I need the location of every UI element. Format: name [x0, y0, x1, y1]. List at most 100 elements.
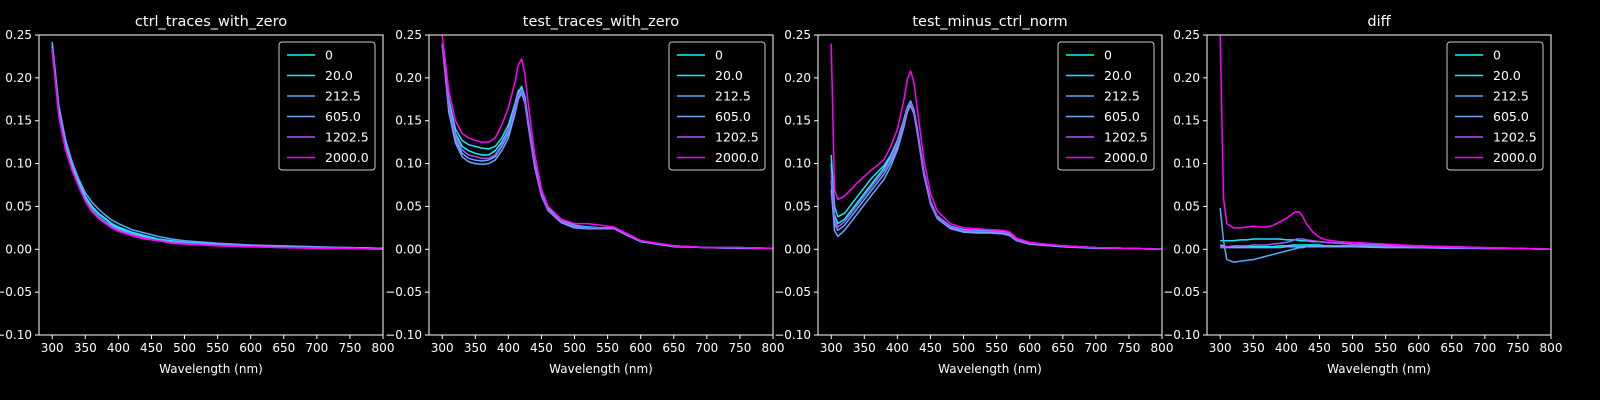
y-tick-label: 0.05 — [784, 199, 811, 213]
chart-panel-3: test_minus_ctrl_norm 300 350 400 450 500 550 60… — [774, 14, 1173, 376]
y-tick-label: 0.00 — [1173, 242, 1200, 256]
x-tick-label: 300 — [41, 341, 64, 355]
x-tick-label: 450 — [919, 341, 942, 355]
series-line-2000.0 — [1219, 35, 1551, 251]
legend-label: 1202.5 — [715, 130, 759, 145]
series-line-1202.5 — [1220, 238, 1551, 251]
chart-title: test_minus_ctrl_norm — [912, 14, 1067, 30]
series-line-212.5 — [51, 41, 383, 250]
y-tick-label: 0.20 — [5, 71, 32, 85]
legend-label: 0 — [1493, 48, 1501, 63]
y-tick-label: 0.15 — [1173, 114, 1200, 128]
x-tick-label: 600 — [629, 341, 652, 355]
legend-label: 605.0 — [1493, 109, 1529, 124]
legend-label: 20.0 — [715, 68, 743, 83]
legend-box — [278, 41, 376, 171]
x-tick-label: 400 — [497, 341, 520, 355]
x-tick-label: 650 — [1051, 341, 1074, 355]
legend-label: 212.5 — [1493, 89, 1529, 104]
x-tick-label: 350 — [74, 341, 97, 355]
series-line-2000.0 — [441, 35, 773, 250]
x-tick-label: 800 — [372, 341, 395, 355]
plot-frame — [817, 34, 1163, 336]
x-tick-label: 600 — [1018, 341, 1041, 355]
legend: 0 20.0 212.5 605.0 1202.5 2000.0 — [1057, 41, 1155, 171]
series-line-2000.0 — [830, 43, 1162, 251]
x-tick-label: 700 — [305, 341, 328, 355]
x-tick-label: 500 — [173, 341, 196, 355]
legend-label: 605.0 — [715, 109, 751, 124]
legend-box — [1446, 41, 1544, 171]
x-tick-label: 500 — [1341, 341, 1364, 355]
legend-label: 2000.0 — [1104, 150, 1148, 165]
x-tick-label: 400 — [1275, 341, 1298, 355]
x-tick-label: 700 — [695, 341, 718, 355]
legend-box — [1057, 41, 1155, 171]
y-tick-label: 0.00 — [395, 242, 422, 256]
legend-box — [668, 41, 766, 171]
x-tick-label: 750 — [338, 341, 361, 355]
x-axis-label: Wavelength (nm) — [938, 362, 1042, 376]
y-tick-label: 0.20 — [1173, 71, 1200, 85]
x-tick-label: 800 — [1151, 341, 1174, 355]
legend-label: 212.5 — [325, 89, 361, 104]
series-group — [830, 43, 1162, 251]
series-group — [441, 35, 773, 250]
x-tick-label: 550 — [1374, 341, 1397, 355]
legend-label: 20.0 — [1493, 68, 1521, 83]
legend-label: 1202.5 — [1493, 130, 1537, 145]
legend-label: 212.5 — [715, 89, 751, 104]
x-axis-label: Wavelength (nm) — [549, 362, 653, 376]
y-tick-label: −0.10 — [774, 328, 811, 342]
series-line-2000.0 — [51, 50, 383, 251]
series-line-1202.5 — [830, 101, 1162, 251]
x-tick-label: 350 — [1242, 341, 1265, 355]
x-tick-label: 650 — [662, 341, 685, 355]
x-tick-label: 800 — [1540, 341, 1563, 355]
y-tick-label: 0.05 — [395, 199, 422, 213]
chart-panel-4: diff 300 350 400 450 500 550 600 650 700 750 800 −0.… — [1163, 14, 1562, 376]
y-tick-label: 0.25 — [1173, 28, 1200, 42]
x-tick-label: 600 — [239, 341, 262, 355]
series-group — [1219, 35, 1551, 263]
y-tick-label: 0.05 — [5, 199, 32, 213]
x-tick-label: 500 — [952, 341, 975, 355]
series-group — [51, 41, 383, 251]
series-line-212.5 — [1219, 208, 1551, 263]
chart-panel-2: test_traces_with_zero 300 350 400 450 500 550 6… — [385, 14, 784, 376]
x-tick-label: 700 — [1084, 341, 1107, 355]
x-tick-label: 650 — [1440, 341, 1463, 355]
legend-label: 20.0 — [1104, 68, 1132, 83]
y-tick-label: −0.10 — [0, 328, 32, 342]
y-tick-label: 0.10 — [5, 157, 32, 171]
x-tick-label: 300 — [1209, 341, 1232, 355]
x-tick-label: 350 — [464, 341, 487, 355]
y-tick-label: 0.25 — [784, 28, 811, 42]
chart-title: test_traces_with_zero — [523, 14, 680, 30]
y-tick-label: 0.15 — [784, 114, 811, 128]
series-line-605.0 — [1220, 245, 1551, 251]
legend-label: 0 — [715, 48, 723, 63]
legend-label: 2000.0 — [325, 150, 369, 165]
legend-label: 1202.5 — [1104, 130, 1148, 145]
x-tick-label: 750 — [728, 341, 751, 355]
y-tick-label: 0.25 — [5, 28, 32, 42]
x-tick-label: 800 — [762, 341, 785, 355]
x-tick-label: 700 — [1473, 341, 1496, 355]
x-tick-label: 600 — [1407, 341, 1430, 355]
y-tick-label: 0.10 — [784, 157, 811, 171]
x-tick-label: 450 — [140, 341, 163, 355]
y-tick-label: −0.05 — [0, 285, 32, 299]
x-tick-label: 550 — [206, 341, 229, 355]
x-axis-label: Wavelength (nm) — [1327, 362, 1431, 376]
x-tick-label: 650 — [272, 341, 295, 355]
plot-frame — [1206, 34, 1552, 336]
y-tick-label: 0.20 — [395, 71, 422, 85]
y-tick-label: −0.05 — [774, 285, 811, 299]
x-tick-label: 450 — [530, 341, 553, 355]
chart-panel-1: ctrl_traces_with_zero 300 350 400 450 500 550 6… — [0, 14, 394, 376]
x-tick-label: 300 — [431, 341, 454, 355]
y-tick-label: 0.10 — [1173, 157, 1200, 171]
legend-label: 20.0 — [325, 68, 353, 83]
y-tick-label: −0.05 — [385, 285, 422, 299]
